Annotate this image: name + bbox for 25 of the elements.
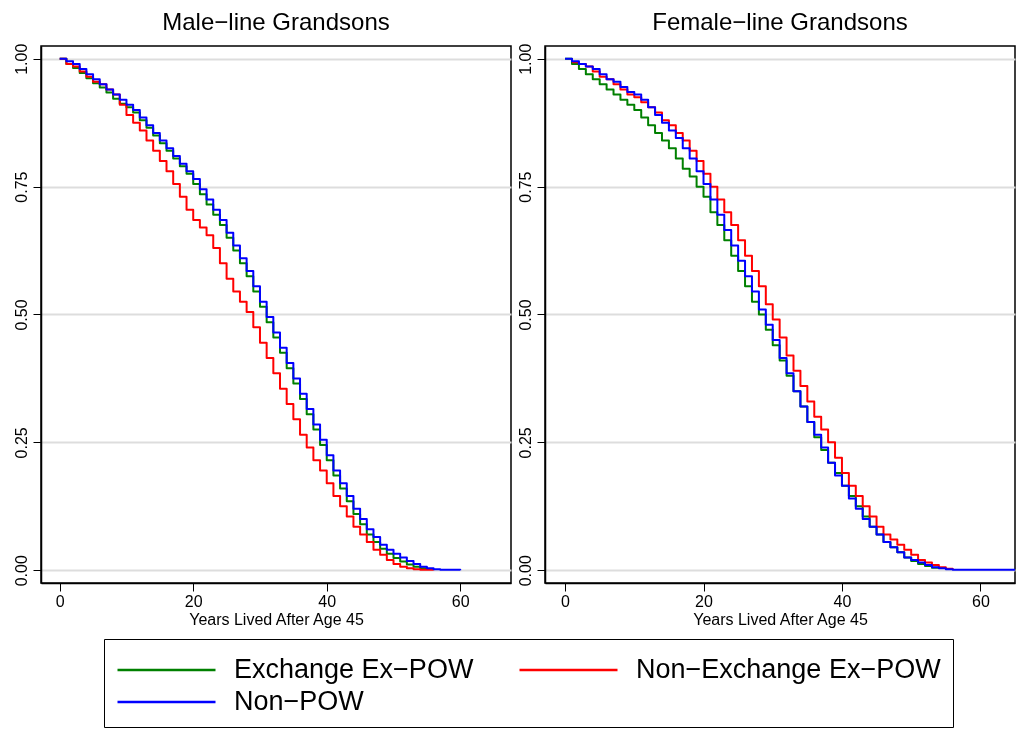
legend-label: Non−Exchange Ex−POW <box>636 654 942 684</box>
y-tick-label: 0.00 <box>12 555 30 587</box>
x-tick-label: 0 <box>561 592 571 610</box>
y-tick-label: 0.00 <box>516 555 534 587</box>
legend-label: Non−POW <box>234 686 365 716</box>
chart-title: Female−line Grandsons <box>652 8 908 36</box>
y-tick-label: 0.75 <box>12 171 30 203</box>
chart-title: Male−line Grandsons <box>162 8 390 36</box>
legend-label: Exchange Ex−POW <box>234 654 474 684</box>
x-tick-label: 60 <box>971 592 990 610</box>
x-tick-label: 60 <box>451 592 470 610</box>
y-tick-label: 1.00 <box>12 43 30 75</box>
x-axis-title: Years Lived After Age 45 <box>693 610 868 628</box>
y-tick-label: 0.25 <box>516 427 534 459</box>
x-tick-label: 0 <box>55 592 65 610</box>
y-tick-label: 0.75 <box>516 171 534 203</box>
x-axis-title: Years Lived After Age 45 <box>189 610 364 628</box>
y-tick-label: 0.50 <box>516 299 534 331</box>
x-tick-label: 40 <box>318 592 337 610</box>
y-tick-label: 0.50 <box>12 299 30 331</box>
x-tick-label: 40 <box>833 592 852 610</box>
x-tick-label: 20 <box>695 592 714 610</box>
x-tick-label: 20 <box>184 592 203 610</box>
y-tick-label: 0.25 <box>12 427 30 459</box>
y-tick-label: 1.00 <box>516 43 534 75</box>
